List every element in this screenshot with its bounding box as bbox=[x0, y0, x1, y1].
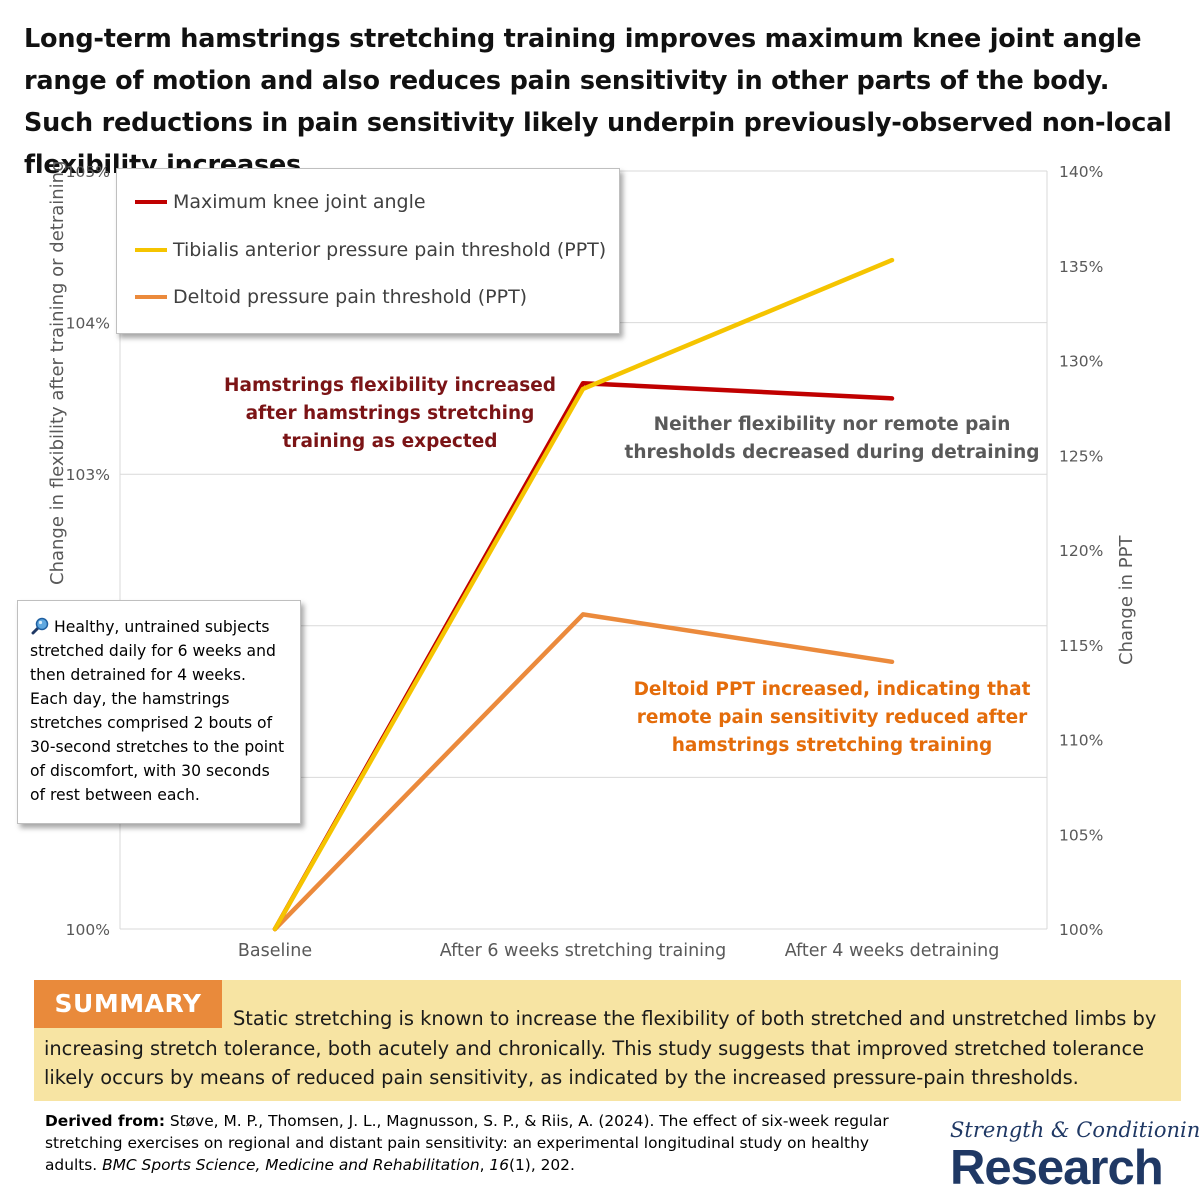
chart-legend: Maximum knee joint angle Tibialis anteri… bbox=[116, 168, 620, 334]
legend-swatch-deltoid bbox=[135, 295, 167, 299]
left-tick-label: 100% bbox=[66, 921, 110, 939]
citation-issue: (1), 202. bbox=[509, 1156, 575, 1174]
right-tick-label: 100% bbox=[1059, 921, 1103, 939]
legend-item-knee: Maximum knee joint angle bbox=[135, 187, 426, 217]
summary-text: Static stretching is known to increase t… bbox=[44, 1007, 1157, 1089]
right-tick-label: 135% bbox=[1059, 258, 1103, 276]
citation-sep: , bbox=[479, 1156, 490, 1174]
series-line-1 bbox=[272, 257, 895, 932]
citation-authors: Støve, M. P., Thomsen, J. L., Magnusson,… bbox=[45, 1112, 889, 1174]
legend-label-knee: Maximum knee joint angle bbox=[173, 191, 426, 213]
x-category-label: After 4 weeks detraining bbox=[785, 941, 1000, 961]
right-tick-label: 130% bbox=[1059, 353, 1103, 371]
study-info-box: Healthy, untrained subjects stretched da… bbox=[17, 600, 301, 824]
x-category-label: After 6 weeks stretching training bbox=[440, 941, 727, 961]
x-category-label: Baseline bbox=[238, 941, 312, 961]
annotation-detraining-line: Neither flexibility nor remote pain bbox=[653, 414, 1011, 435]
study-info-text: Healthy, untrained subjects stretched da… bbox=[30, 618, 285, 804]
annotation-hamstrings-line: training as expected bbox=[282, 431, 498, 452]
right-tick-label: 115% bbox=[1059, 637, 1103, 655]
left-axis-label: Change in flexibility after training or … bbox=[47, 159, 68, 585]
legend-swatch-knee bbox=[135, 200, 167, 204]
annotation-detraining-line: thresholds decreased during detraining bbox=[624, 442, 1040, 463]
legend-item-tibialis: Tibialis anterior pressure pain threshol… bbox=[135, 235, 606, 265]
annotation-deltoid-line: hamstrings stretching training bbox=[671, 735, 993, 756]
annotation-detraining: Neither flexibility nor remote pain thre… bbox=[620, 411, 1044, 467]
left-tick-label: 103% bbox=[66, 466, 110, 484]
right-axis-label: Change in PPT bbox=[1116, 535, 1137, 665]
right-tick-label: 125% bbox=[1059, 447, 1103, 465]
citation-prefix: Derived from: bbox=[45, 1112, 165, 1130]
annotation-deltoid-line: remote pain sensitivity reduced after bbox=[636, 707, 1028, 728]
right-tick-label: 105% bbox=[1059, 826, 1103, 844]
right-tick-label: 120% bbox=[1059, 542, 1103, 560]
summary-panel bbox=[34, 980, 1181, 1101]
logo-line1: Strength & Conditioning bbox=[950, 1118, 1200, 1142]
left-tick-label: 105% bbox=[66, 163, 110, 181]
page-headline: Long-term hamstrings stretching training… bbox=[24, 24, 1172, 180]
annotation-hamstrings-line: after hamstrings stretching bbox=[245, 403, 535, 424]
citation-volume: 16 bbox=[489, 1156, 510, 1174]
legend-label-tibialis: Tibialis anterior pressure pain threshol… bbox=[173, 239, 607, 261]
annotation-hamstrings: Hamstrings flexibility increased after h… bbox=[200, 372, 580, 456]
annotation-deltoid-line: Deltoid PPT increased, indicating that bbox=[633, 679, 1031, 700]
annotation-deltoid: Deltoid PPT increased, indicating that r… bbox=[622, 676, 1042, 760]
legend-item-deltoid: Deltoid pressure pain threshold (PPT) bbox=[135, 282, 527, 312]
citation: Derived from: Støve, M. P., Thomsen, J. … bbox=[45, 1110, 925, 1176]
left-tick-label: 104% bbox=[66, 315, 110, 333]
summary-tag: SUMMARY bbox=[34, 980, 222, 1028]
right-tick-label: 140% bbox=[1059, 163, 1103, 181]
logo-line2: Research bbox=[950, 1141, 1164, 1195]
annotation-hamstrings-line: Hamstrings flexibility increased bbox=[223, 375, 556, 396]
legend-swatch-tibialis bbox=[135, 248, 167, 252]
citation-journal: BMC Sports Science, Medicine and Rehabil… bbox=[102, 1156, 480, 1174]
right-tick-label: 110% bbox=[1059, 732, 1103, 750]
series-line-2 bbox=[272, 612, 895, 932]
magnifier-icon bbox=[31, 617, 49, 635]
legend-label-deltoid: Deltoid pressure pain threshold (PPT) bbox=[173, 286, 528, 308]
